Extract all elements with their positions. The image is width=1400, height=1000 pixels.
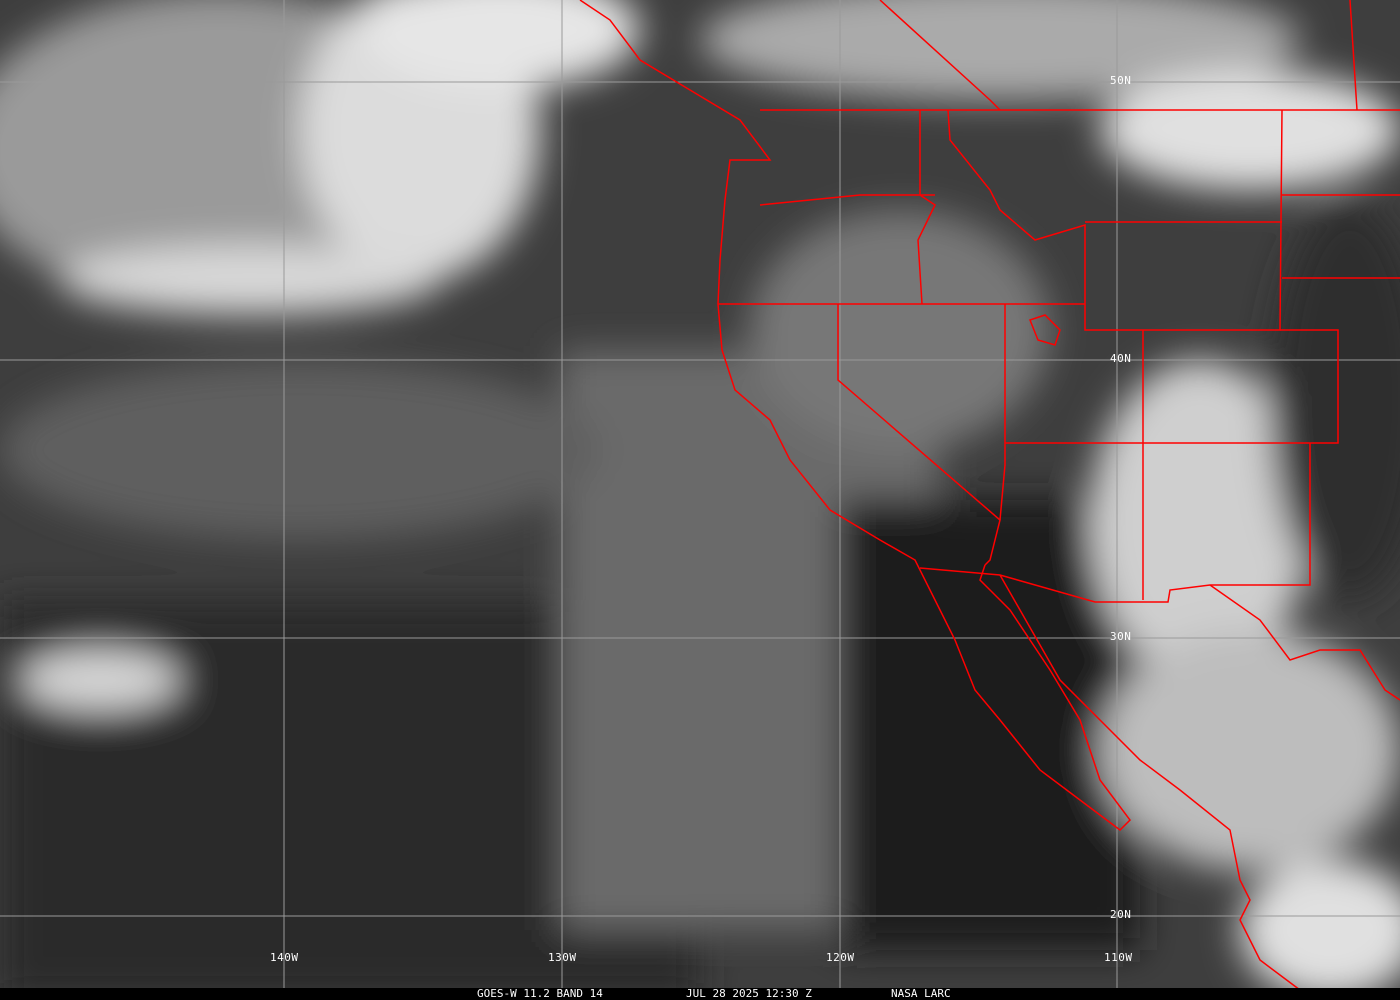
latitude-label-30n: 30N [1110,630,1132,643]
latitude-label-50n: 50N [1110,74,1132,87]
caption-source: NASA LARC [891,987,951,1000]
longitude-label-120w: 120W [826,951,855,964]
caption-satellite: GOES-W 11.2 BAND 14 [477,987,603,1000]
caption-datetime: JUL 28 2025 12:30 Z [686,987,812,1000]
latitude-label-40n: 40N [1110,352,1132,365]
longitude-label-130w: 130W [548,951,577,964]
latitude-label-20n: 20N [1110,908,1132,921]
longitude-label-110w: 110W [1104,951,1133,964]
longitude-label-140w: 140W [270,951,299,964]
political-boundaries [579,0,1400,991]
image-caption: GOES-W 11.2 BAND 14 JUL 28 2025 12:30 Z … [0,988,1400,1000]
